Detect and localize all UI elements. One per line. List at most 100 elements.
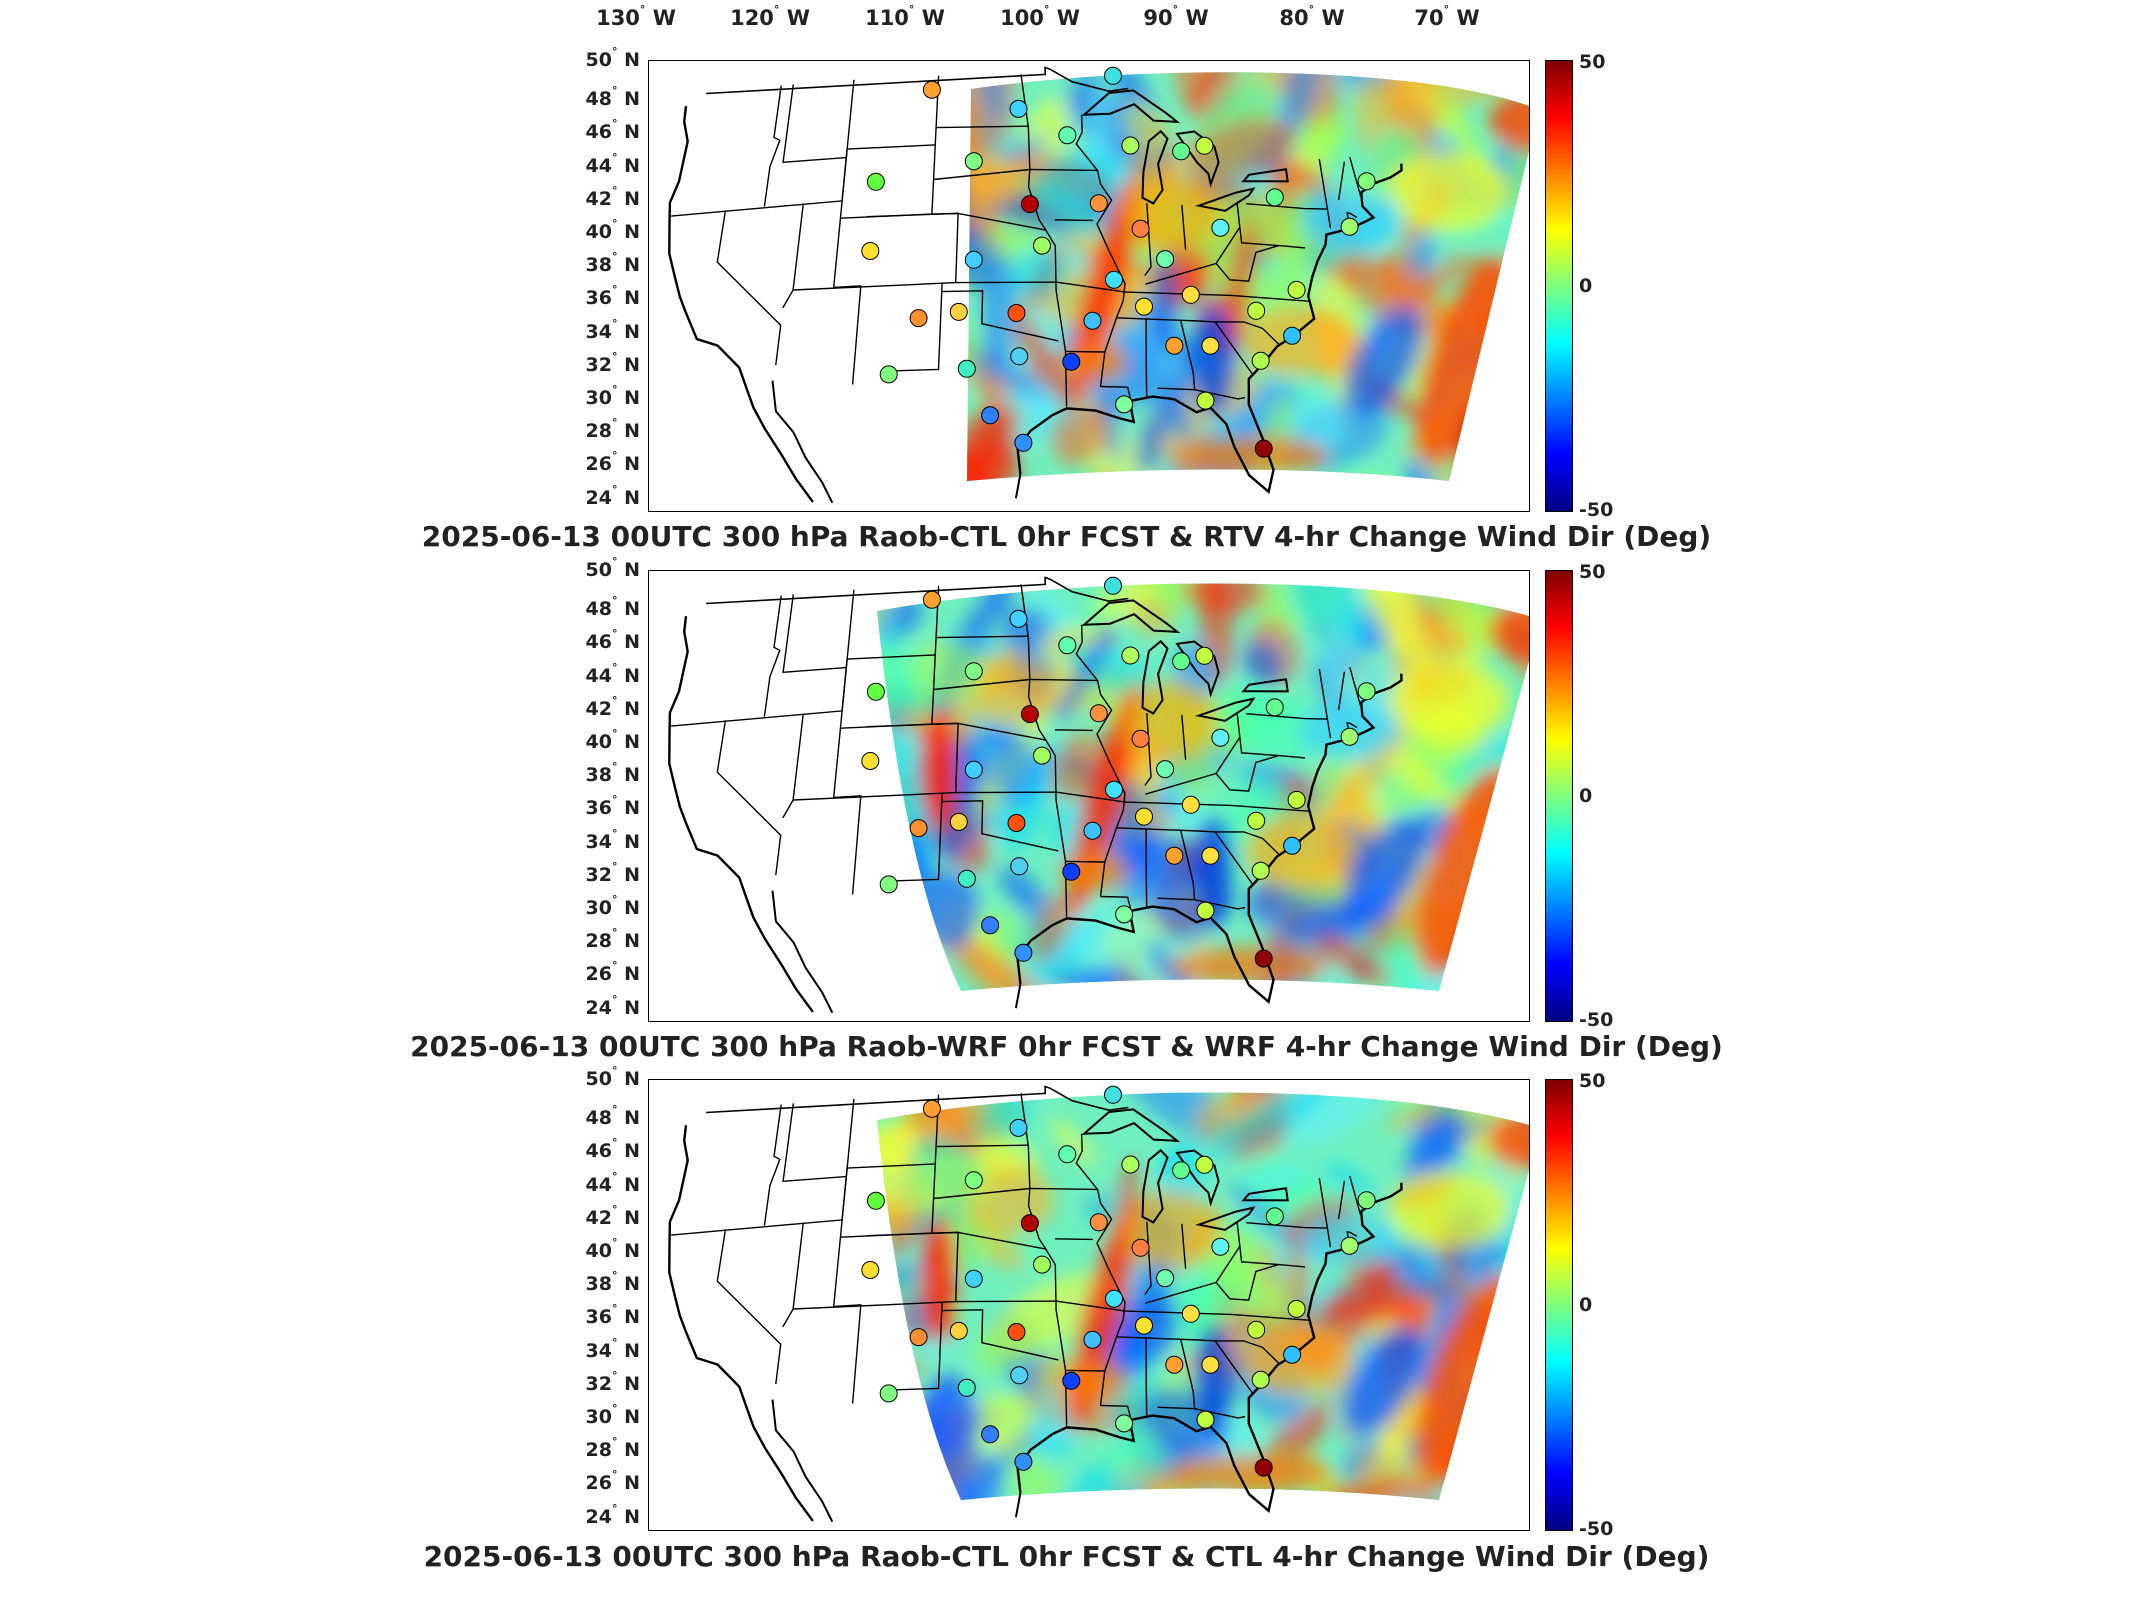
colorbar-tick-mid: 0 [1579,785,1593,807]
lat-tick-label: 42° N [585,693,640,720]
raob-station-marker [1089,1213,1108,1232]
raob-station-marker [1131,219,1150,238]
raob-station-marker [1165,336,1184,355]
raob-station-marker [1195,136,1214,155]
raob-station-marker [866,172,885,191]
raob-station-marker [1115,1414,1134,1433]
colorbar [1545,1079,1573,1531]
raob-station-marker [1104,1085,1122,1104]
raob-station-marker [1020,195,1039,214]
lon-tick-label: 130° W [596,3,676,30]
lat-tick-label: 24° N [585,482,640,509]
raob-station-marker [1115,905,1134,924]
raob-station-marker [1251,861,1270,880]
raob-station-marker [957,359,976,378]
colorbar [1545,60,1573,512]
map-panel-2: 50° N 48° N 46° N 44° N 42° N 40° N 38° N 36° N… [0,555,2133,1078]
raob-station-marker [879,875,898,894]
lat-tick-label: 34° N [585,826,640,853]
raob-stations [861,1085,1376,1477]
raob-station-marker [1283,836,1302,855]
lon-tick-label: 120° W [730,3,810,30]
raob-station-marker [1251,1370,1270,1389]
raob-station-marker [1007,1323,1026,1341]
lat-tick-label: 50° N [585,554,640,582]
latitude-axis: 50° N 48° N 46° N 44° N 42° N 40° N 38° N 36° N… [560,45,640,568]
lat-tick-label: 50° N [585,1063,640,1091]
raob-station-marker [1181,795,1200,814]
wind-direction-map [668,1085,1529,1523]
lat-tick-label: 42° N [585,1202,640,1229]
colorbar-tick-mid: 0 [1579,275,1593,297]
raob-station-marker [1121,646,1140,665]
longitude-axis: 130° W 120° W 110° W 100° W 90° W 80° W 70° W [0,0,2133,40]
raob-station-marker [1251,351,1270,370]
raob-station-marker [1014,433,1033,452]
raob-station-marker [1181,285,1200,304]
raob-station-marker [1131,729,1150,748]
raob-station-marker [1014,943,1033,962]
raob-station-marker [1287,280,1306,299]
lat-tick-label: 32° N [585,349,640,376]
raob-station-marker [1165,846,1184,865]
map-plot-area [648,1079,1530,1531]
raob-station-marker [1105,780,1123,799]
raob-station-marker [1201,336,1220,355]
lat-tick-label: 26° N [585,449,640,476]
lat-tick-label: 40° N [585,1235,640,1263]
raob-station-marker [922,590,941,609]
raob-station-marker [1201,1355,1220,1374]
raob-station-marker [1247,1320,1266,1339]
raob-station-marker [866,682,885,701]
raob-station-marker [964,662,983,681]
raob-station-marker [1135,807,1153,826]
raob-station-marker [1265,1207,1284,1226]
lat-tick-label: 36° N [585,793,640,820]
lat-tick-label: 38° N [585,760,640,787]
lat-tick-label: 40° N [585,726,640,754]
lat-tick-label: 36° N [585,1302,640,1329]
raob-station-marker [1283,1345,1302,1364]
lat-tick-label: 48° N [585,1103,640,1130]
raob-station-marker [1156,760,1175,779]
raob-station-marker [1195,646,1214,665]
raob-station-marker [964,1269,983,1288]
latitude-axis: 50° N 48° N 46° N 44° N 42° N 40° N 38° N 36° N… [560,1064,640,1587]
raob-station-marker [1062,352,1081,371]
state-boundaries [668,1085,1403,1523]
lat-tick-label: 32° N [585,859,640,886]
raob-station-marker [1104,576,1122,595]
wind-change-field [967,72,1529,482]
lat-tick-label: 42° N [585,183,640,210]
lon-tick-label: 90° W [1143,3,1209,30]
lat-tick-label: 26° N [585,1468,640,1495]
raob-station-marker [1211,1237,1230,1256]
raob-station-marker [1196,901,1215,920]
raob-station-marker [1357,172,1376,191]
raob-station-marker [1357,682,1376,701]
colorbar-tick-max: 50 [1579,561,1606,583]
raob-station-marker [1287,790,1306,809]
colorbar-tick-min: -50 [1579,1518,1614,1540]
lat-tick-label: 48° N [585,594,640,621]
raob-station-marker [1010,1366,1029,1385]
raob-station-marker [1020,1214,1039,1233]
raob-station-marker [949,302,968,321]
colorbar-tick-max: 50 [1579,51,1606,73]
raob-station-marker [1254,949,1273,968]
raob-station-marker [1010,857,1029,876]
wind-direction-map [668,66,1529,504]
raob-station-marker [964,250,983,269]
raob-station-marker [1083,821,1102,840]
raob-station-marker [1172,142,1191,161]
lat-tick-label: 34° N [585,1335,640,1362]
raob-station-marker [1135,297,1153,316]
lat-tick-label: 24° N [585,1501,640,1528]
raob-station-marker [1058,1145,1077,1164]
colorbar-tick-max: 50 [1579,1070,1606,1092]
raob-station-marker [1089,194,1108,213]
raob-station-marker [909,309,928,328]
raob-station-marker [1033,746,1051,765]
latitude-axis: 50° N 48° N 46° N 44° N 42° N 40° N 38° N 36° N… [560,555,640,1078]
raob-stations [861,576,1376,968]
